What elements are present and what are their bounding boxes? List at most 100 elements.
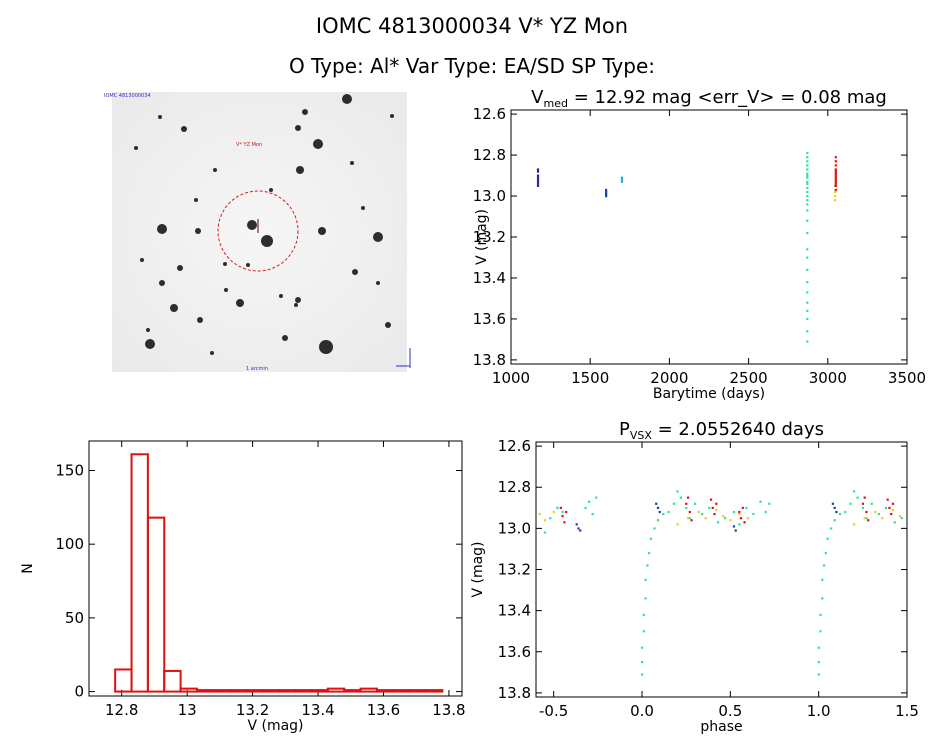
data-point-green (884, 506, 887, 510)
data-point-green (817, 661, 820, 664)
histogram-plot: 12.8 13 13.2 13.4 13.6 13.8 0 50 100 150 V (mag) N (20, 440, 466, 734)
data-point-green (556, 506, 559, 510)
data-point-green (900, 517, 903, 520)
star (236, 299, 244, 307)
data-point-green (833, 519, 836, 522)
data-point-red (559, 506, 562, 510)
data-point-green (584, 506, 587, 510)
data-point-t2870 (806, 203, 809, 206)
data-point-t3050 (834, 182, 837, 185)
finder-chart: IOMC 4813000034 V* YZ Mon 1 arcmin (104, 92, 411, 372)
data-point-t1700 (620, 176, 624, 179)
data-point-yellow (898, 515, 902, 518)
y-tick-label: 13.2 (473, 228, 506, 246)
data-point-green (768, 502, 771, 505)
data-point-t2870 (806, 186, 809, 190)
finder-label-topleft: IOMC 4813000034 (104, 93, 151, 99)
data-point-t2870 (806, 172, 809, 175)
x-tick-label: 2000 (650, 369, 688, 387)
star (350, 161, 354, 165)
data-point-t2870 (806, 195, 809, 198)
data-point-yellow (881, 517, 884, 520)
histogram-bar (261, 689, 280, 693)
data-point-red (738, 510, 741, 514)
x-tick-label: 13.4 (301, 701, 334, 719)
star (313, 139, 323, 149)
data-point-yellow (729, 519, 732, 522)
data-point-green (821, 597, 824, 600)
y-tick-label: 100 (55, 535, 84, 553)
plot-frame (535, 441, 908, 698)
histogram-bar (114, 668, 133, 693)
data-point-t1170 (536, 184, 540, 187)
y-tick-label: 50 (65, 609, 84, 627)
data-point-green (595, 496, 598, 499)
x-axis-label: Barytime (days) (653, 386, 765, 402)
data-point-blue (831, 502, 834, 505)
data-point-green (708, 506, 711, 510)
data-point-red (886, 498, 889, 501)
data-point-red (690, 519, 693, 522)
data-point-green (821, 578, 824, 581)
data-point-t2870 (806, 176, 809, 179)
data-point-t1170 (536, 176, 540, 179)
data-point-green (856, 496, 859, 499)
data-point-green (724, 517, 727, 520)
finder-stars (134, 94, 394, 355)
data-point-red (685, 502, 688, 505)
histogram-bar (245, 689, 264, 693)
data-point-green (849, 502, 852, 505)
data-point-t3050 (834, 180, 837, 183)
y-tick-label: 13.4 (473, 269, 506, 287)
star (158, 115, 162, 119)
data-point-t3050 (834, 168, 837, 171)
data-point-green (644, 597, 647, 600)
y-tick-label: 12.8 (473, 146, 506, 164)
star (296, 166, 304, 174)
x-tick-label: 1.5 (895, 702, 919, 720)
data-point-green (738, 523, 741, 526)
data-point-t2870 (806, 219, 809, 222)
data-point-green (752, 512, 755, 516)
data-point-green (817, 646, 820, 649)
x-tick-label: 1500 (571, 369, 609, 387)
data-point-green (853, 490, 856, 493)
star (177, 265, 183, 271)
data-point-yellow (738, 512, 741, 516)
data-point-t1170 (536, 182, 540, 185)
data-point-t3040y (833, 195, 837, 198)
histogram-bar (195, 689, 215, 693)
phased-plot: -0.5 0.0 0.5 1.0 1.5 12.6 12.8 13.0 13.2 13.4 13.6… (470, 419, 919, 735)
star (224, 288, 228, 292)
data-point-red (739, 517, 743, 520)
data-point-green (676, 490, 679, 493)
x-tick-label: 1.0 (807, 702, 831, 720)
data-point-green (817, 673, 820, 676)
histogram-bar (294, 689, 313, 693)
data-point-t2870 (806, 190, 809, 194)
star (352, 269, 358, 275)
data-point-t3050 (834, 178, 837, 181)
star (295, 297, 301, 303)
star (181, 126, 187, 132)
data-point-green (649, 537, 653, 540)
star (195, 228, 201, 234)
histogram-bar (179, 687, 198, 693)
data-point-red (861, 502, 865, 505)
data-point-red (867, 519, 870, 522)
data-point-green (672, 502, 675, 505)
data-point-t2870 (806, 301, 809, 304)
star (279, 294, 283, 298)
data-point-red (709, 498, 713, 501)
data-point-t3050 (834, 176, 837, 179)
data-point-t3050 (834, 160, 837, 163)
data-point-t3050 (834, 164, 837, 167)
data-point-blue (579, 529, 582, 532)
data-point-yellow (543, 519, 547, 522)
plot-title: PVSX = 2.0552640 days (619, 419, 824, 442)
data-point-red (743, 521, 746, 524)
data-point-green (648, 552, 651, 555)
data-point-green (561, 510, 564, 514)
y-tick-label: 12.6 (473, 105, 506, 123)
